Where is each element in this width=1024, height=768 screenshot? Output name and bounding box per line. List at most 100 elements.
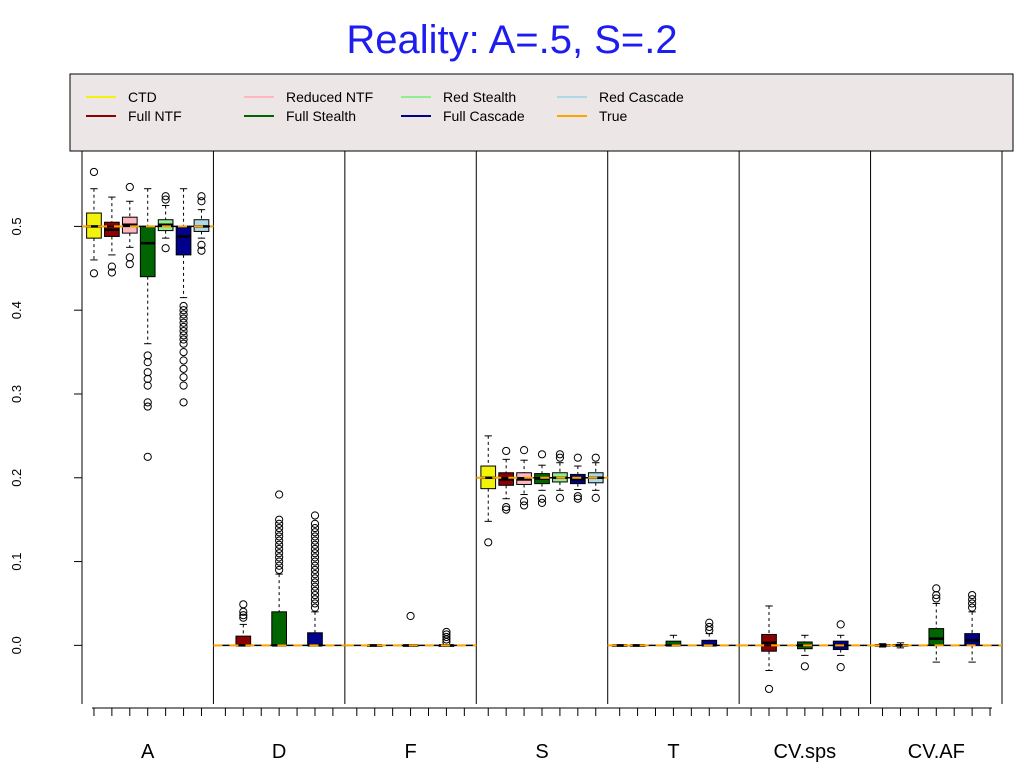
outlier-point [275,490,284,499]
outlier-point [310,528,320,537]
outlier-point [275,536,284,545]
chart-title: Reality: A=.5, S=.2 [346,18,678,62]
outlier-point [310,557,320,566]
x-group-label-f: F [404,741,416,763]
outlier-point [179,364,188,373]
outlier-point [143,381,152,390]
outlier-point [555,450,565,459]
outlier-point [310,590,320,600]
box-reduced-ntf-a [121,182,138,269]
box-full-cascade-f [438,627,455,647]
outlier-point [125,182,134,192]
outlier-point [555,453,565,462]
outlier-point [161,192,170,201]
outlier-point [519,501,529,510]
outlier-point [107,262,116,271]
outlier-point [310,511,320,520]
legend: CTD Full NTF Reduced NTF Full Stealth Red St… [86,89,684,124]
outlier-point [197,192,206,201]
outlier-point [310,565,320,575]
box-iqr [175,225,192,256]
outlier-point [179,398,188,407]
outlier-point [968,595,977,604]
legend-box [69,73,1014,152]
outlier-point [932,584,941,593]
outlier-point [537,494,547,503]
box-ctd-s [480,435,497,547]
outlier-point [179,301,188,311]
outlier-point [143,358,152,367]
outlier-point [239,611,248,620]
y-tick-label: 0.3 [9,385,24,403]
outlier-point [537,498,547,508]
box-iqr [307,632,323,646]
box-full-ntf-d [235,600,252,647]
box-red-stealth-a [157,192,174,253]
outlier-point [161,195,170,204]
outlier-point [179,339,188,348]
x-axis: A D F S T CV.sps CV.AF [92,707,992,763]
outlier-point [143,368,152,377]
outlier-point [143,374,152,384]
box-full-cascade-s [569,453,586,503]
legend-label-red-cascade: Red Cascade [599,89,684,105]
outlier-point [197,197,206,206]
outlier-point [275,557,284,566]
outlier-point [310,599,320,608]
y-tick-label: 0.0 [9,636,24,654]
box-red-stealth-s [552,450,568,502]
box-iqr [271,611,287,646]
box-full-stealth-f [402,611,419,647]
outlier-point [125,260,134,269]
outlier-point [968,599,977,608]
outlier-point [179,306,188,315]
outlier-point [310,603,320,612]
outlier-point [310,595,320,604]
outlier-point [484,538,493,547]
outlier-point [179,356,188,365]
outlier-point [591,453,600,462]
x-group-label-t: T [667,741,679,763]
outlier-point [502,505,511,514]
outlier-point [125,253,134,262]
legend-label-full-cascade: Full Cascade [443,108,525,124]
x-group-label-cv-sps: CV.sps [774,741,837,763]
box-iqr [235,635,252,646]
legend-label-full-ntf: Full NTF [128,108,182,124]
outlier-point [502,446,511,456]
outlier-point [179,318,188,327]
box-full-cascade-t [701,618,718,647]
x-group-label-cv-af: CV.AF [908,741,965,763]
x-group-label-a: A [141,741,155,763]
outlier-point [179,314,188,323]
outlier-point [143,402,152,411]
outlier-point [310,574,320,583]
y-tick-label: 0.4 [9,301,24,319]
outlier-point [143,398,152,407]
legend-label-full-stealth: Full Stealth [286,108,356,124]
outlier-point [406,611,415,621]
box-ctd-a [86,167,102,278]
outlier-point [239,600,248,609]
outlier-point [197,246,206,255]
outlier-point [161,244,170,253]
outlier-point [310,523,320,533]
outlier-point [275,544,284,554]
y-tick-label: 0.2 [9,469,24,487]
outlier-point [310,582,320,591]
outlier-point [442,632,451,642]
box-full-cascade-a [175,188,192,407]
boxes [86,167,980,694]
outlier-point [442,627,451,637]
outlier-point [310,532,320,541]
outlier-point [310,570,320,579]
outlier-point [179,335,188,344]
outlier-point [275,561,284,570]
panels [81,151,1003,704]
outlier-point [275,523,284,533]
outlier-point [310,544,320,554]
outlier-point [573,492,582,501]
outlier-point [275,528,284,537]
box-full-stealth-d [271,490,287,647]
outlier-point [310,519,320,528]
